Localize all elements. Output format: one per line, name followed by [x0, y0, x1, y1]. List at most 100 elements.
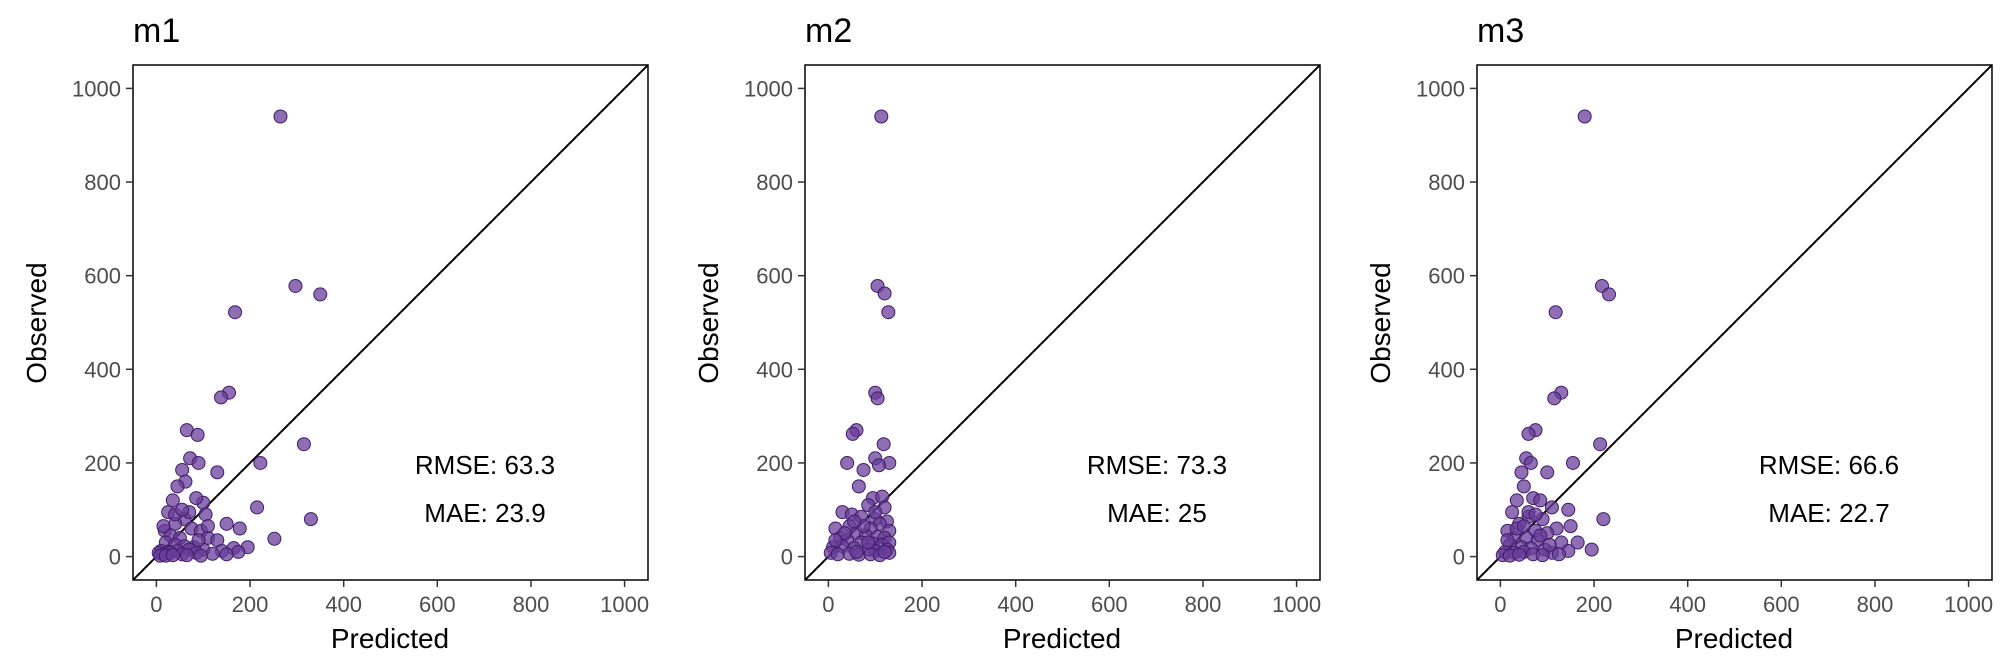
y-tick-label: 800: [756, 170, 793, 195]
mae-label: MAE: 23.9: [424, 498, 545, 528]
x-tick-label: 1000: [1944, 592, 1993, 617]
data-point: [1523, 455, 1538, 470]
rmse-label: RMSE: 63.3: [415, 450, 555, 480]
y-tick-label: 1000: [72, 76, 121, 101]
y-tick-label: 400: [1428, 357, 1465, 382]
data-point: [1535, 548, 1550, 563]
x-tick-label: 800: [1857, 592, 1894, 617]
y-tick-label: 1000: [1416, 76, 1465, 101]
x-tick-label: 0: [1494, 592, 1506, 617]
data-point: [1596, 512, 1611, 527]
data-point: [210, 465, 225, 480]
panel-m3: m3 0 200 400 600 800 1000 0 200 400 600 800 1000 RM…: [1365, 12, 1993, 654]
data-point: [231, 544, 246, 559]
data-point: [313, 287, 328, 302]
identity-line: [1477, 65, 1992, 580]
data-point: [198, 507, 213, 522]
plot-area: 0 200 400 600 800 1000 0 200 400 600 800 1000: [1416, 64, 1993, 617]
x-tick-label: 400: [997, 592, 1034, 617]
data-point: [1500, 533, 1515, 548]
data-point: [837, 526, 852, 541]
data-point: [868, 505, 883, 520]
y-tick-label: 0: [781, 545, 793, 570]
data-point: [288, 278, 303, 293]
y-tick-label: 400: [84, 357, 121, 382]
y-tick-label: 800: [84, 170, 121, 195]
data-point: [1509, 493, 1524, 508]
data-point: [219, 516, 234, 531]
y-tick-label: 800: [1428, 170, 1465, 195]
panel-title: m1: [133, 12, 180, 50]
x-axis-title: Predicted: [1675, 623, 1793, 654]
data-point: [165, 548, 180, 563]
data-point: [830, 547, 845, 562]
data-point: [191, 533, 206, 548]
data-point: [165, 493, 180, 508]
x-tick-label: 1000: [1272, 592, 1321, 617]
data-point: [881, 305, 896, 320]
y-tick-label: 200: [84, 451, 121, 476]
data-point: [1528, 507, 1543, 522]
x-axis-title: Predicted: [331, 623, 449, 654]
data-point: [267, 531, 282, 546]
data-point: [871, 458, 886, 473]
data-point: [190, 427, 205, 442]
x-tick-label: 200: [904, 592, 941, 617]
data-point: [189, 491, 204, 506]
data-point: [1540, 465, 1555, 480]
data-point: [1548, 305, 1563, 320]
data-point: [1593, 437, 1608, 452]
y-tick-label: 600: [84, 264, 121, 289]
data-point: [849, 544, 864, 559]
data-point: [874, 109, 889, 124]
panel-title: m2: [805, 12, 852, 50]
y-tick-label: 0: [109, 545, 121, 570]
data-point: [877, 544, 892, 559]
identity-line: [133, 65, 648, 580]
data-point: [847, 514, 862, 529]
plot-frame: [1476, 64, 1993, 581]
y-tick-label: 200: [1428, 451, 1465, 476]
data-point: [273, 109, 288, 124]
mae-label: MAE: 25: [1107, 498, 1207, 528]
data-point: [191, 455, 206, 470]
data-point: [303, 512, 318, 527]
x-tick-label: 1000: [600, 592, 649, 617]
x-tick-label: 200: [1576, 592, 1613, 617]
data-point: [228, 305, 243, 320]
data-point: [1533, 528, 1548, 543]
data-point: [1516, 519, 1531, 534]
data-point: [1505, 505, 1520, 520]
data-point: [877, 286, 892, 301]
x-tick-label: 0: [822, 592, 834, 617]
data-point: [175, 462, 190, 477]
data-point: [870, 391, 885, 406]
data-point: [1563, 519, 1578, 534]
y-tick-label: 200: [756, 451, 793, 476]
data-point: [1514, 465, 1529, 480]
data-point: [1565, 455, 1580, 470]
y-axis-title: Observed: [693, 262, 724, 383]
data-point: [1551, 547, 1566, 562]
data-point: [828, 533, 843, 548]
data-point: [876, 437, 891, 452]
y-axis-title: Observed: [1365, 262, 1396, 383]
data-point: [1516, 479, 1531, 494]
data-point: [232, 521, 247, 536]
x-tick-label: 600: [1091, 592, 1128, 617]
plot-area: 0 200 400 600 800 1000 0 200 400 600 800 1000: [72, 64, 649, 617]
plot-frame: [132, 64, 649, 581]
data-point: [296, 437, 311, 452]
data-point: [156, 519, 171, 534]
data-point: [1547, 391, 1562, 406]
data-point: [193, 548, 208, 563]
plot-area: 0 200 400 600 800 1000 0 200 400 600 800 1000: [744, 64, 1321, 617]
plot-frame: [804, 64, 1321, 581]
data-point: [1533, 493, 1548, 508]
x-tick-label: 800: [513, 592, 550, 617]
data-point: [861, 535, 876, 550]
data-point: [175, 502, 190, 517]
y-tick-label: 600: [1428, 264, 1465, 289]
y-tick-label: 400: [756, 357, 793, 382]
